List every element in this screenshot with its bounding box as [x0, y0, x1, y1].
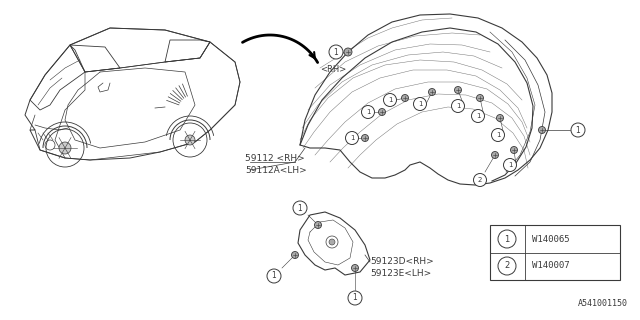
Text: 59123D<RH>: 59123D<RH>	[370, 258, 434, 267]
Text: 1: 1	[365, 109, 371, 115]
Text: <RH>: <RH>	[320, 65, 346, 74]
Circle shape	[329, 45, 343, 59]
Text: 59112 <RH>: 59112 <RH>	[245, 154, 305, 163]
Text: 1: 1	[298, 204, 302, 212]
Circle shape	[346, 132, 358, 145]
Circle shape	[378, 108, 385, 116]
Text: 2: 2	[478, 177, 482, 183]
Circle shape	[351, 265, 358, 271]
Circle shape	[344, 48, 352, 56]
Circle shape	[348, 291, 362, 305]
Circle shape	[454, 86, 461, 93]
Circle shape	[291, 252, 298, 259]
Text: 1: 1	[349, 135, 355, 141]
Circle shape	[511, 147, 518, 154]
Text: W140065: W140065	[532, 235, 570, 244]
Text: 1: 1	[504, 235, 509, 244]
Circle shape	[413, 98, 426, 110]
Circle shape	[267, 269, 281, 283]
Circle shape	[362, 106, 374, 118]
Circle shape	[498, 230, 516, 248]
Text: 2: 2	[504, 261, 509, 270]
Text: 1: 1	[496, 132, 500, 138]
Circle shape	[477, 94, 483, 101]
Circle shape	[571, 123, 585, 137]
Text: 1: 1	[476, 113, 480, 119]
Text: 1: 1	[456, 103, 460, 109]
Text: 1: 1	[353, 293, 357, 302]
Circle shape	[492, 151, 499, 158]
Text: 59112A<LH>: 59112A<LH>	[245, 165, 307, 174]
Circle shape	[362, 134, 369, 141]
Circle shape	[504, 158, 516, 172]
Circle shape	[451, 100, 465, 113]
Text: 1: 1	[271, 271, 276, 281]
Circle shape	[401, 94, 408, 101]
Text: 1: 1	[388, 97, 392, 103]
Text: 1: 1	[418, 101, 422, 107]
Circle shape	[383, 93, 397, 107]
Circle shape	[293, 201, 307, 215]
Circle shape	[538, 126, 545, 133]
Circle shape	[59, 142, 71, 154]
Circle shape	[314, 221, 321, 228]
Circle shape	[474, 173, 486, 187]
Circle shape	[497, 115, 504, 122]
Circle shape	[429, 89, 435, 95]
Text: 59123E<LH>: 59123E<LH>	[370, 269, 431, 278]
Text: A541001150: A541001150	[578, 299, 628, 308]
Circle shape	[185, 135, 195, 145]
Circle shape	[498, 257, 516, 275]
Circle shape	[492, 129, 504, 141]
Circle shape	[472, 109, 484, 123]
Text: 1: 1	[508, 162, 512, 168]
Text: 1: 1	[333, 47, 339, 57]
Text: 1: 1	[575, 125, 580, 134]
Circle shape	[329, 239, 335, 245]
Text: W140007: W140007	[532, 261, 570, 270]
